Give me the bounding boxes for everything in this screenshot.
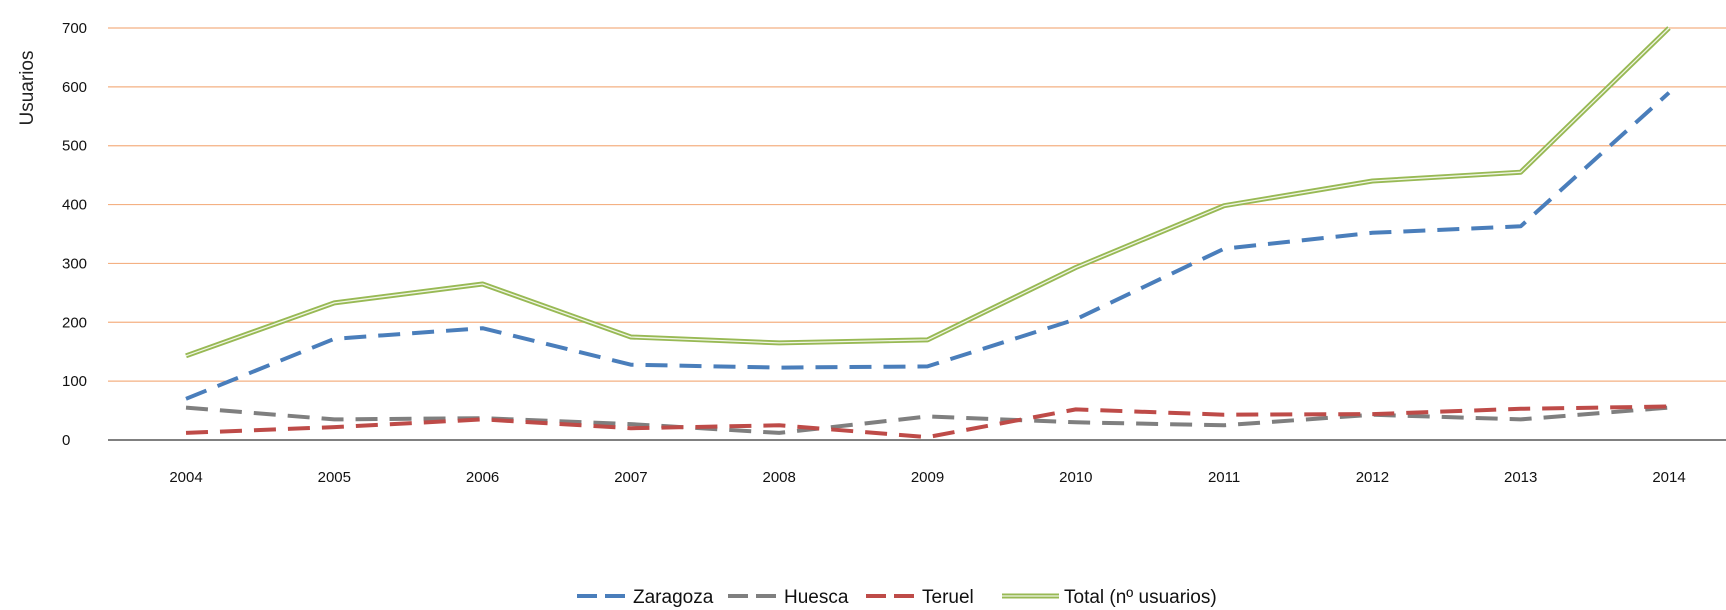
y-tick-label: 0 [62, 432, 70, 449]
x-tick-label: 2011 [1208, 469, 1240, 486]
y-axis-ticks: 0 100 200 300 400 500 600 700 [62, 20, 87, 449]
y-tick-label: 200 [62, 314, 87, 331]
y-tick-label: 300 [62, 255, 87, 272]
y-axis-title: Usuarios [17, 51, 38, 126]
series-line-total-n-usuarios-inner [185, 27, 1670, 357]
series-line-teruel [185, 404, 1670, 440]
x-tick-label: 2007 [614, 469, 647, 486]
x-tick-label: 2012 [1356, 469, 1389, 486]
series-line-zaragoza [185, 91, 1671, 401]
x-tick-label: 2005 [318, 469, 351, 486]
x-axis-ticks: 2004 2005 2006 2007 2008 2009 2010 2011 2012 2013… [169, 469, 1685, 486]
x-tick-label: 2010 [1059, 469, 1092, 486]
legend-label: Total (nº usuarios) [1064, 587, 1217, 608]
legend-label: Teruel [922, 587, 974, 608]
y-tick-label: 100 [62, 373, 87, 390]
y-tick-label: 400 [62, 197, 87, 214]
legend-label: Zaragoza [633, 587, 714, 608]
series-line-huesca [185, 405, 1670, 435]
y-tick-label: 600 [62, 79, 87, 96]
legend-item: Teruel [866, 587, 974, 608]
legend-item: Total (nº usuarios) [1002, 587, 1217, 608]
x-tick-label: 2008 [763, 469, 796, 486]
y-tick-label: 500 [62, 138, 87, 155]
x-tick-label: 2004 [169, 469, 202, 486]
x-tick-label: 2009 [911, 469, 944, 486]
legend-item: Zaragoza [577, 587, 714, 608]
gridlines [108, 27, 1726, 382]
series-line-total-n-usuarios [185, 26, 1671, 359]
series-lines [185, 26, 1671, 440]
x-tick-label: 2014 [1652, 469, 1685, 486]
legend-label: Huesca [784, 587, 849, 608]
y-tick-label: 700 [62, 20, 87, 37]
x-tick-label: 2006 [466, 469, 499, 486]
legend: Zaragoza Huesca Teruel Total (nº usuarios) [577, 587, 1217, 608]
legend-item: Huesca [728, 587, 849, 608]
x-tick-label: 2013 [1504, 469, 1537, 486]
